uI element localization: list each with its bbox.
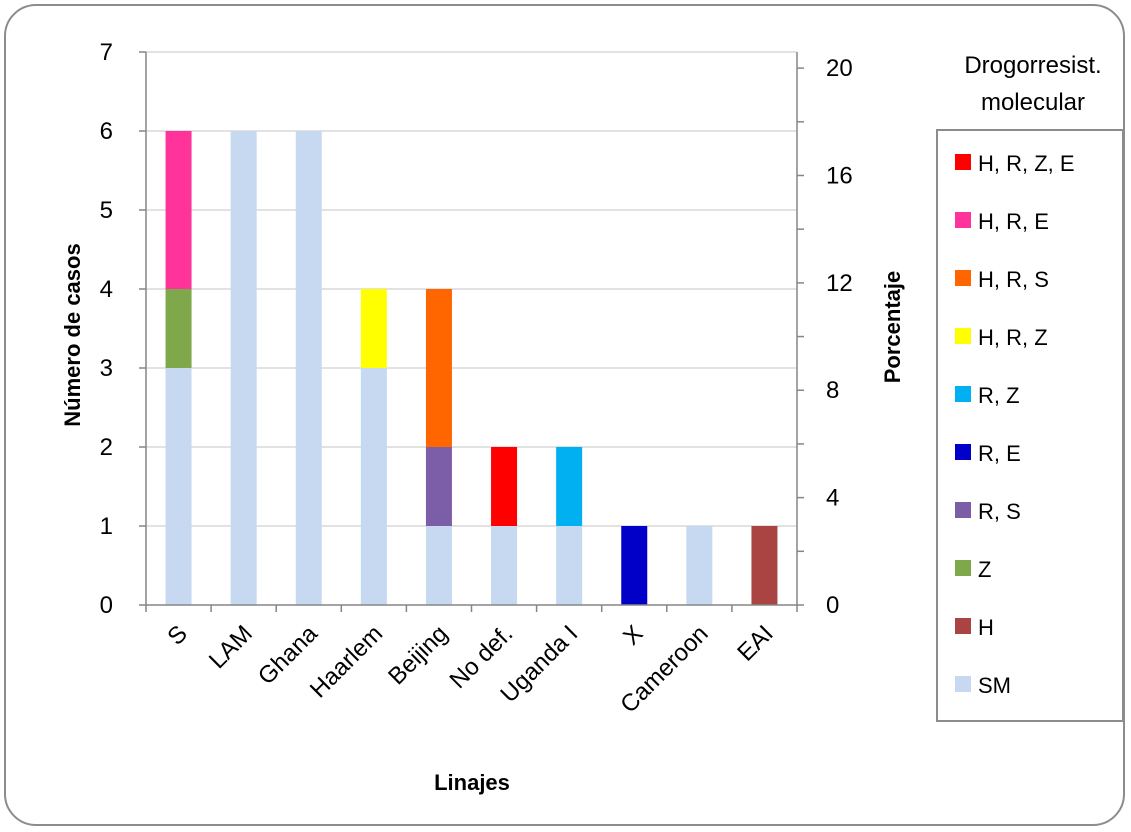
- bar-segment: [491, 447, 518, 526]
- y-tick-label: 5: [100, 197, 113, 224]
- legend-label: H, R, E: [978, 209, 1049, 234]
- bar-segment: [621, 526, 648, 605]
- y2-tick-label: 8: [826, 377, 839, 404]
- legend: H, R, Z, E H, R, E H, R, S H, R, Z R, Z R, E R…: [955, 151, 1075, 698]
- legend-swatch: [955, 270, 971, 286]
- y2-tick-label: 12: [826, 270, 853, 297]
- legend-swatch: [955, 676, 971, 692]
- legend-swatch: [955, 212, 971, 228]
- legend-label: R, S: [978, 499, 1021, 524]
- bar-segment: [230, 131, 257, 605]
- y2-tick-label: 4: [826, 485, 839, 512]
- x-tick-label: EAI: [732, 620, 778, 666]
- legend-title-line-2: molecular: [981, 89, 1085, 116]
- x-tick-label: Beijing: [383, 620, 453, 690]
- legend-swatch: [955, 386, 971, 402]
- bar-segment: [751, 526, 778, 605]
- legend-swatch: [955, 502, 971, 518]
- legend-label: R, Z: [978, 383, 1020, 408]
- bar-segment: [165, 289, 192, 368]
- bar-segment: [556, 526, 583, 605]
- legend-swatch: [955, 154, 971, 170]
- bar-segment: [425, 289, 452, 447]
- y2-tick-label: 0: [826, 592, 839, 619]
- y2-tick-label: 16: [826, 162, 853, 189]
- bar-segment: [491, 526, 518, 605]
- legend-label: H, R, Z: [978, 325, 1048, 350]
- y2-tick-label: 20: [826, 55, 853, 82]
- legend-swatch: [955, 444, 971, 460]
- y-tick-label: 7: [100, 39, 113, 66]
- legend-swatch: [955, 560, 971, 576]
- bar-segment: [165, 368, 192, 605]
- bar-segment: [425, 447, 452, 526]
- x-axis-title: Linajes: [434, 770, 510, 795]
- x-tick-label: LAM: [204, 620, 258, 674]
- y-axis-title: Número de casos: [60, 243, 85, 426]
- bar-segment: [165, 131, 192, 289]
- legend-swatch: [955, 328, 971, 344]
- bar-segment: [556, 447, 583, 526]
- legend-title-line-1: Drogorresist.: [964, 52, 1101, 79]
- legend-label: H, R, Z, E: [978, 151, 1075, 176]
- y-tick-label: 3: [100, 355, 113, 382]
- bars: [165, 131, 778, 605]
- legend-label: R, E: [978, 441, 1021, 466]
- y-tick-label: 4: [100, 276, 113, 303]
- y2-axis-title: Porcentaje: [880, 271, 905, 384]
- axes: [139, 51, 804, 612]
- legend-label: H, R, S: [978, 267, 1049, 292]
- y-tick-label: 2: [100, 434, 113, 461]
- y-tick-label: 6: [100, 118, 113, 145]
- x-tick-label: X: [618, 620, 648, 650]
- y-tick-label: 0: [100, 592, 113, 619]
- y-tick-label: 1: [100, 513, 113, 540]
- bar-segment: [295, 131, 322, 605]
- bar-segment: [425, 526, 452, 605]
- bar-segment: [360, 368, 387, 605]
- legend-label: SM: [978, 673, 1011, 698]
- x-tick-label: S: [162, 620, 192, 650]
- x-tick-label: Haarlem: [305, 620, 388, 703]
- bar-segment: [686, 526, 713, 605]
- legend-label: H: [978, 615, 994, 640]
- legend-swatch: [955, 618, 971, 634]
- legend-label: Z: [978, 557, 991, 582]
- bar-segment: [360, 289, 387, 368]
